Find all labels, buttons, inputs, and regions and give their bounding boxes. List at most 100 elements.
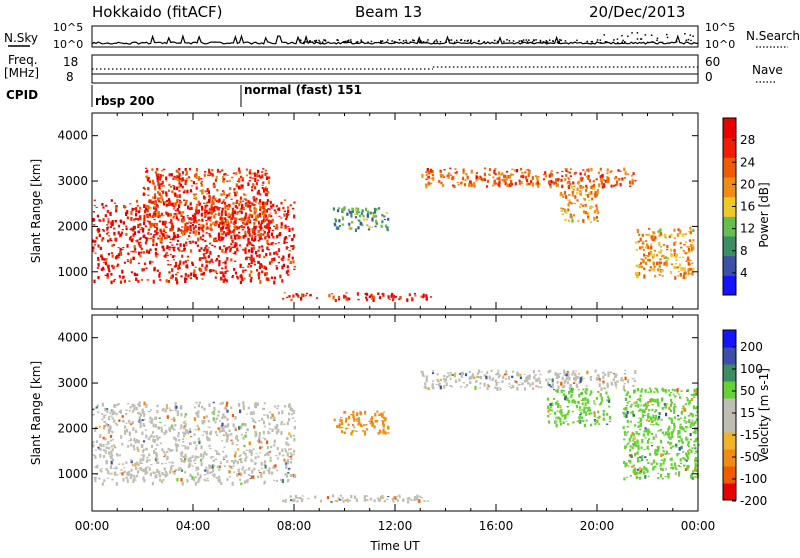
- velocity-cell: [551, 383, 554, 386]
- velocity-cell: [656, 449, 659, 453]
- power-cell: [290, 245, 293, 247]
- velocity-cell: [378, 413, 381, 417]
- velocity-cell: [588, 412, 591, 415]
- velocity-cell: [636, 457, 640, 461]
- power-cell: [261, 171, 264, 173]
- power-cell: [566, 171, 569, 173]
- velocity-cell: [394, 497, 397, 500]
- power-cell: [225, 279, 229, 283]
- velocity-cell: [693, 393, 696, 396]
- power-cell: [251, 202, 254, 206]
- power-cell: [147, 250, 151, 254]
- power-cell: [157, 173, 160, 176]
- power-cell: [206, 193, 209, 195]
- freq-tick-top: 18: [63, 55, 78, 69]
- velocity-cell: [681, 426, 684, 430]
- power-cell: [146, 214, 149, 217]
- power-cell: [530, 180, 533, 184]
- power-cell: [165, 203, 168, 207]
- velocity-cell: [633, 389, 636, 393]
- velocity-cell: [559, 419, 562, 423]
- velocity-cell: [115, 482, 118, 486]
- power-cell: [226, 213, 229, 218]
- power-cell: [264, 225, 267, 228]
- power-cell: [168, 173, 171, 177]
- nsearch-point: [512, 40, 515, 42]
- power-cell: [117, 247, 120, 249]
- power-cell: [180, 211, 183, 216]
- power-cell: [230, 258, 233, 262]
- power-cell: [191, 264, 194, 266]
- power-cell: [205, 202, 208, 206]
- power-cell: [147, 177, 150, 179]
- power-cell: [161, 180, 164, 184]
- power-cell: [139, 217, 142, 220]
- power-cell: [166, 254, 169, 257]
- velocity-cell: [612, 378, 615, 382]
- power-cell: [683, 243, 686, 246]
- power-cell: [555, 184, 558, 188]
- velocity-cell: [563, 384, 566, 388]
- velocity-cell: [552, 398, 556, 400]
- power-cell: [193, 193, 196, 197]
- power-cell: [511, 168, 514, 171]
- power-cell: [252, 245, 255, 247]
- velocity-cell: [283, 423, 286, 426]
- power-cell: [685, 241, 688, 243]
- power-cell: [197, 237, 200, 242]
- nsearch-point: [603, 34, 605, 36]
- velocity-cell: [461, 372, 464, 376]
- power-cell: [171, 255, 174, 259]
- nsearch-point: [324, 39, 326, 41]
- velocity-cell: [169, 470, 172, 474]
- power-cell: [351, 209, 354, 213]
- velocity-cell: [650, 462, 653, 466]
- velocity-cell: [218, 475, 221, 479]
- velocity-cell: [446, 375, 449, 379]
- velocity-cell: [212, 469, 215, 472]
- power-cell: [256, 254, 259, 257]
- velocity-cell: [231, 467, 234, 469]
- velocity-cell: [559, 417, 562, 421]
- power-colorbar-tick-label: 16: [740, 200, 755, 214]
- power-cell: [495, 182, 498, 185]
- power-cell: [117, 256, 120, 259]
- power-cell: [637, 240, 640, 243]
- power-cell: [286, 206, 290, 209]
- power-cell: [375, 214, 378, 218]
- power-cell: [658, 270, 661, 272]
- power-cell: [596, 210, 599, 213]
- velocity-cell: [663, 458, 666, 462]
- velocity-cell: [261, 467, 264, 470]
- power-cell: [176, 267, 180, 271]
- velocity-cell: [343, 431, 346, 434]
- velocity-cell: [553, 411, 557, 415]
- velocity-cell: [120, 435, 123, 439]
- velocity-cell: [176, 477, 179, 482]
- power-cell: [191, 224, 194, 227]
- power-cell: [414, 295, 417, 297]
- velocity-cell: [555, 416, 558, 419]
- power-cell: [135, 277, 138, 281]
- power-cell: [143, 193, 147, 195]
- velocity-cell: [215, 417, 218, 420]
- nsearch-point: [300, 39, 302, 42]
- power-cell: [224, 250, 227, 254]
- power-cell: [138, 238, 141, 241]
- power-cell: [385, 212, 388, 214]
- power-cell: [348, 226, 351, 230]
- nsearch-point: [548, 39, 551, 41]
- power-cell: [162, 228, 165, 231]
- power-cell: [691, 262, 694, 264]
- power-cell: [189, 224, 192, 229]
- power-cell: [137, 241, 141, 245]
- velocity-cell: [623, 389, 627, 392]
- power-cell: [563, 208, 566, 213]
- velocity-cell: [436, 379, 440, 383]
- velocity-cell: [682, 450, 685, 454]
- nsearch-point: [559, 39, 561, 41]
- velocity-cell: [240, 472, 243, 477]
- velocity-cell: [514, 380, 517, 383]
- power-cell: [96, 267, 99, 269]
- velocity-cell: [632, 469, 635, 473]
